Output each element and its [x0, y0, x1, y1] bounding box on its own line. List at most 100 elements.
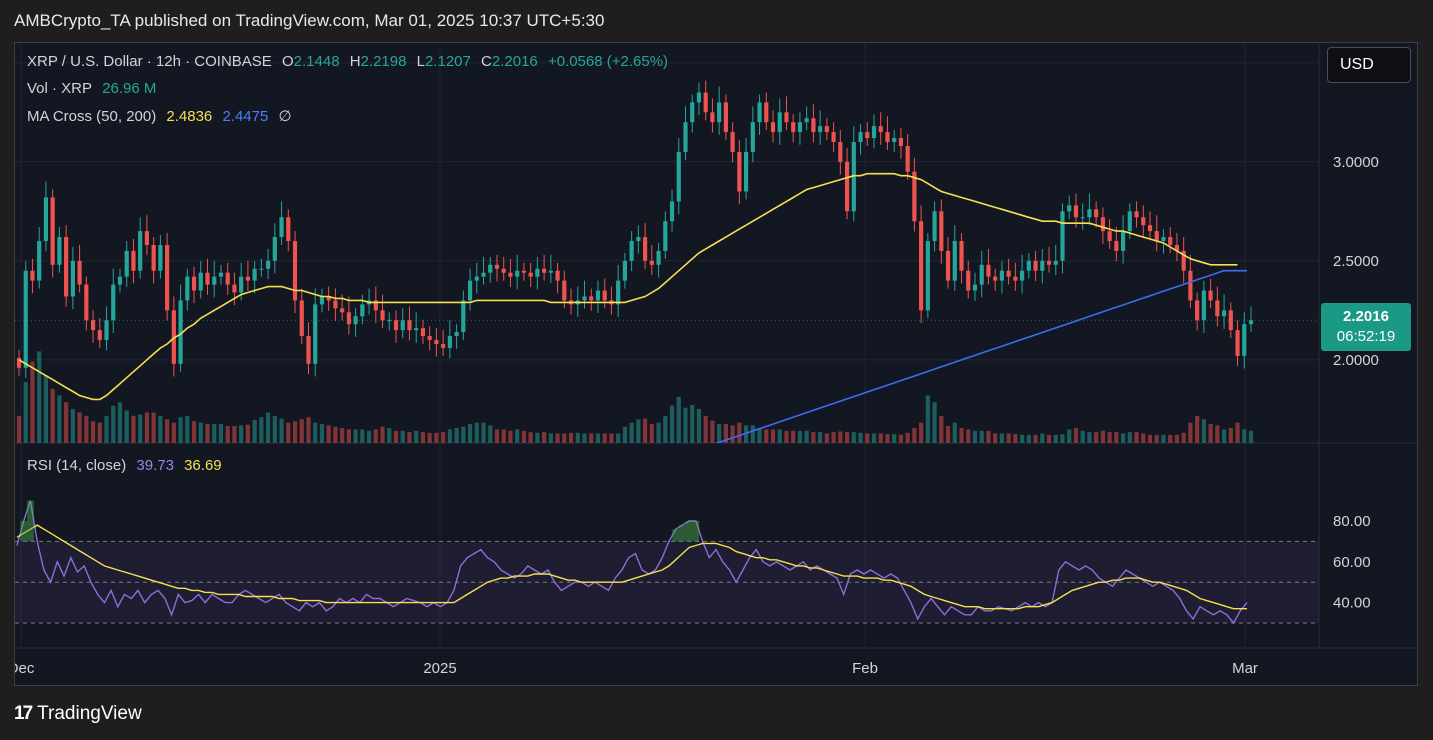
- volume-bar: [454, 428, 459, 443]
- volume-bar: [50, 388, 55, 443]
- volume-bar: [1053, 434, 1058, 443]
- volume-bar: [158, 415, 163, 443]
- volume-bar: [757, 428, 762, 443]
- candle-body: [669, 201, 675, 222]
- candle-body: [838, 142, 843, 162]
- volume-bar: [225, 426, 230, 443]
- volume-bar: [878, 433, 883, 443]
- volume-label[interactable]: Vol · XRP: [27, 80, 93, 97]
- candle-body: [589, 296, 594, 301]
- volume-bar: [730, 425, 735, 443]
- chart-frame[interactable]: 3.0000 2.5000 2.0000 Dec 2025 Feb Mar 80.00 60.0…: [14, 42, 1418, 686]
- volume-bar: [979, 430, 984, 443]
- volume-bar: [333, 426, 338, 443]
- low-value: 2.1207: [424, 53, 471, 70]
- volume-bar: [481, 422, 486, 443]
- candle-body: [945, 250, 951, 281]
- volume-bar: [818, 432, 823, 443]
- volume-bar: [609, 433, 614, 443]
- volume-bar: [1121, 433, 1126, 443]
- volume-bar: [420, 432, 426, 443]
- candle-body: [643, 237, 648, 261]
- candle-body: [279, 217, 284, 238]
- volume-bar: [999, 433, 1004, 443]
- volume-bar: [1248, 430, 1254, 443]
- footer-brand-label: TradingView: [37, 703, 142, 724]
- volume-bar: [535, 432, 540, 443]
- candle-body: [1181, 250, 1186, 271]
- symbol-label[interactable]: XRP / U.S. Dollar · 12h · COINBASE: [27, 53, 272, 70]
- volume-bar: [366, 430, 372, 443]
- volume-bar: [777, 429, 782, 443]
- currency-button[interactable]: USD: [1327, 47, 1411, 83]
- ma-label[interactable]: MA Cross (50, 200): [27, 108, 157, 125]
- volume-bar: [703, 415, 708, 443]
- high-value: 2.2198: [360, 53, 407, 70]
- publisher-line: AMBCrypto_TA published on TradingView.co…: [14, 11, 605, 30]
- candle-body: [474, 276, 479, 281]
- volume-bar: [84, 415, 89, 443]
- candle-body: [1033, 260, 1038, 271]
- volume-bar: [232, 426, 237, 443]
- candle-body: [117, 276, 123, 285]
- rsi-value: 39.73: [136, 457, 174, 474]
- candle-body: [737, 151, 742, 192]
- candle-body: [979, 264, 984, 285]
- candle-body: [380, 310, 385, 321]
- candle-body: [663, 221, 668, 251]
- candle-body: [764, 102, 769, 123]
- candle-body: [717, 102, 722, 123]
- volume-bar: [165, 419, 170, 443]
- volume-bar: [952, 422, 957, 443]
- candle-body: [131, 250, 136, 271]
- volume-bar: [723, 424, 728, 443]
- candle-body: [743, 151, 749, 192]
- volume-bar: [1221, 429, 1227, 443]
- volume-bar: [1033, 434, 1038, 443]
- rsi-legend: RSI (14, close) 39.73 36.69: [27, 457, 224, 474]
- chart-svg[interactable]: 3.0000 2.5000 2.0000 Dec 2025 Feb Mar 80.00 60.0…: [15, 43, 1418, 686]
- candle-body: [993, 276, 998, 281]
- candle-body: [1100, 217, 1105, 232]
- candle-body: [57, 237, 62, 265]
- candle-body: [602, 290, 607, 301]
- candle-body: [508, 272, 513, 277]
- candle-body: [811, 118, 816, 133]
- volume-bar: [1080, 430, 1085, 443]
- volume-bar: [171, 422, 176, 443]
- candle-body: [818, 126, 823, 133]
- volume-bar: [737, 422, 742, 443]
- candle-body: [124, 250, 129, 277]
- candle-body: [898, 138, 904, 146]
- high-label: H: [349, 53, 361, 70]
- volume-bar: [1073, 428, 1079, 443]
- candle-body: [972, 284, 978, 291]
- rsi-label[interactable]: RSI (14, close): [27, 457, 127, 474]
- candle-body: [905, 145, 910, 172]
- ma50-value: 2.4836: [166, 108, 213, 125]
- candle-body: [501, 268, 506, 273]
- candle-body: [1013, 276, 1018, 281]
- candle-body: [1161, 237, 1166, 242]
- candle-body: [986, 264, 991, 277]
- candle-body: [151, 244, 156, 271]
- volume-bar: [568, 432, 574, 443]
- volume-bar: [1188, 422, 1193, 443]
- candle-body: [595, 290, 601, 301]
- candle-body: [30, 270, 35, 281]
- footer-brand[interactable]: 17 TradingView: [14, 703, 142, 725]
- volume-bar: [602, 433, 607, 443]
- candle-body: [387, 320, 392, 322]
- rsi-ma-value: 36.69: [184, 457, 222, 474]
- hidden-icon[interactable]: ∅: [278, 108, 292, 125]
- volume-bar: [1208, 424, 1213, 443]
- volume-bar: [57, 395, 62, 443]
- volume-value: 26.96 M: [102, 80, 157, 97]
- volume-bar: [191, 421, 197, 443]
- volume-bar: [1026, 434, 1031, 443]
- candle-body: [393, 320, 399, 331]
- candle-body: [23, 270, 28, 368]
- candle-body: [319, 296, 325, 305]
- candle-body: [90, 320, 96, 331]
- candle-body: [851, 142, 856, 212]
